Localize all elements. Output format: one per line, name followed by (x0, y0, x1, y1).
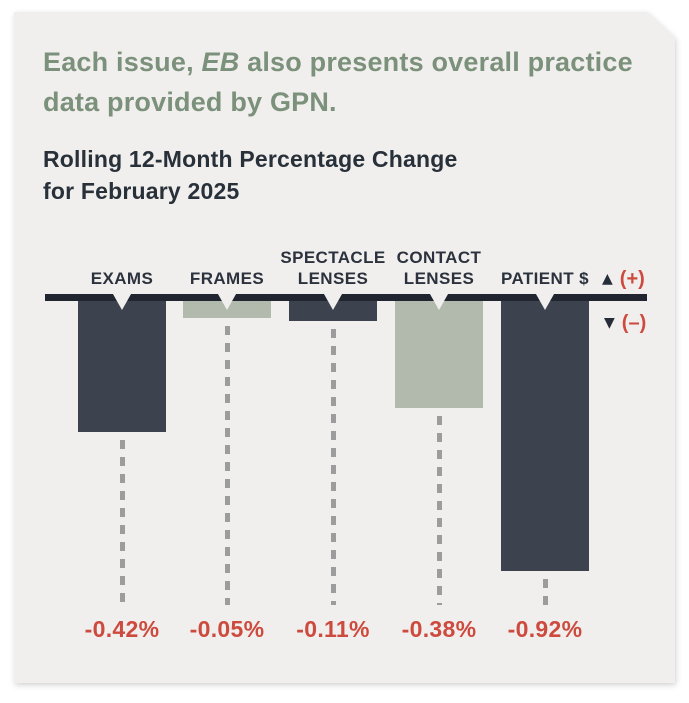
leader-dashed-line (224, 326, 230, 605)
category-label: PATIENT $ (501, 269, 589, 288)
positive-sign-label: (+) (619, 268, 645, 290)
practice-data-card: Each issue, EB also presents overall pra… (14, 12, 675, 683)
category-label: EXAMS (90, 269, 154, 288)
bar-patient (501, 295, 589, 571)
chart-title-line1: Rolling 12-Month Percentage Change (43, 146, 458, 172)
zero-baseline (45, 294, 647, 301)
value-label: -0.38% (401, 616, 477, 642)
category-label: SPECTACLE LENSES (280, 248, 386, 288)
category-label: CONTACT LENSES (396, 248, 482, 288)
down-triangle-icon: ▼ (604, 315, 615, 331)
leader-dashed-line (542, 579, 548, 605)
bar-exams (78, 295, 166, 432)
value-label: -0.42% (84, 616, 160, 642)
baseline-notch-icon (214, 287, 240, 310)
leader-dashed-line (330, 329, 336, 605)
value-label: -0.11% (296, 616, 370, 642)
chart-title-line2: for February 2025 (43, 178, 240, 204)
leader-dashed-line (436, 416, 442, 605)
value-label: -0.05% (189, 616, 265, 642)
up-triangle-icon: ▲ (602, 271, 613, 287)
bar-contact-lenses (395, 295, 483, 408)
chart-title: Rolling 12-Month Percentage Change for F… (43, 143, 603, 207)
heading-part1: Each issue, (43, 47, 202, 77)
category-label: FRAMES (189, 269, 265, 288)
baseline-notch-icon (532, 287, 558, 310)
value-label: -0.92% (507, 616, 583, 642)
leader-dashed-line (119, 440, 125, 605)
baseline-notch-icon (109, 287, 135, 310)
baseline-notch-icon (426, 287, 452, 310)
negative-sign-label: (–) (621, 312, 647, 334)
legend-negative: ▼ (–) (604, 313, 646, 333)
legend-positive: ▲ (+) (602, 269, 645, 289)
heading-part2: also presents overall practice data prov… (43, 47, 633, 117)
bar-chart: ▲ (+) ▼ (–) EXAMS -0.42% FRAMES -0.05% SPECT… (14, 12, 675, 683)
baseline-notch-icon (320, 287, 346, 310)
heading-publication-name: EB (201, 47, 240, 77)
card-heading: Each issue, EB also presents overall pra… (43, 42, 643, 122)
